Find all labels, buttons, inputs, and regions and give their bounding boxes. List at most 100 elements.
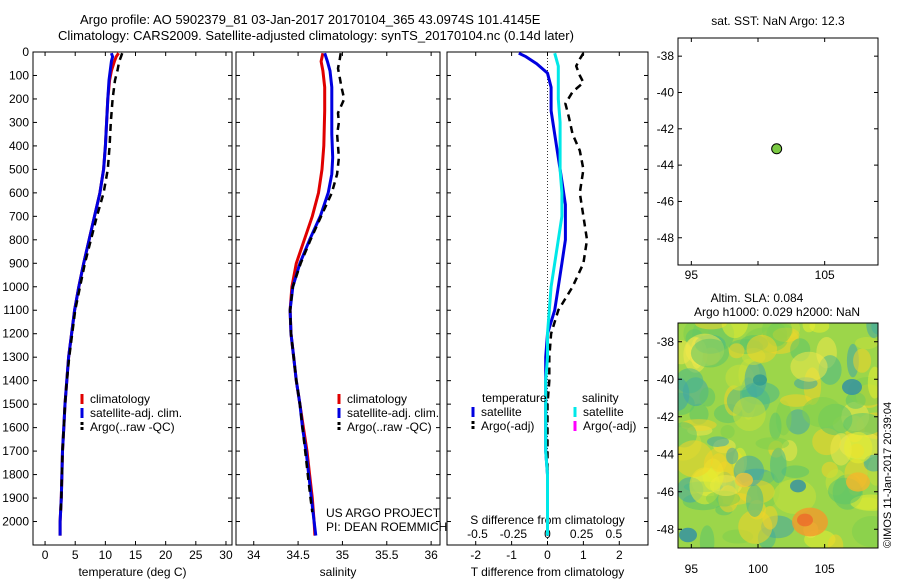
salinity-xtick-label: 35.5 bbox=[375, 548, 399, 562]
salinity-legend-label: satellite-adj. clim. bbox=[347, 406, 439, 420]
sla-map-anomaly-blob bbox=[738, 509, 773, 544]
depth-tick-label: 800 bbox=[9, 233, 29, 247]
depth-tick-label: 200 bbox=[9, 92, 29, 106]
sla-map-anomaly-blob bbox=[851, 516, 878, 547]
sst-map-title: sat. SST: NaN Argo: 12.3 bbox=[711, 14, 845, 28]
sla-map-anomaly-blob bbox=[726, 447, 739, 465]
depth-tick-label: 600 bbox=[9, 186, 29, 200]
sla-map-anomaly-blob bbox=[710, 453, 727, 472]
sla-map-anomaly-blob bbox=[699, 387, 716, 407]
temperature-xtick-label: 25 bbox=[189, 548, 203, 562]
sla-map-anomaly-blob bbox=[855, 337, 878, 350]
difference-xlabel: T difference from climatology bbox=[471, 565, 625, 579]
imos-credit: ©IMOS 11-Jan-2017 20:39:04 bbox=[882, 402, 894, 548]
sst-map-ytick-label: -48 bbox=[657, 231, 675, 245]
sla-map-anomaly-core bbox=[790, 479, 806, 493]
sla-map-anomaly-blob bbox=[769, 412, 782, 440]
temperature-panel: 0 5 10 15 20 25 300100200300400500600700800900… bbox=[2, 45, 233, 579]
salinity-legend-label: climatology bbox=[347, 392, 407, 406]
sla-map-anomaly-blob bbox=[780, 394, 813, 407]
legend-salinity-heading: salinity bbox=[582, 391, 619, 405]
difference-xtick-label: 1 bbox=[580, 548, 587, 562]
difference-top-tick-label: -0.25 bbox=[500, 527, 528, 541]
sla-map-ytick-label: -42 bbox=[657, 410, 675, 424]
sla-map-xtick-label: 95 bbox=[685, 562, 699, 576]
sla-map-frame bbox=[677, 322, 879, 549]
sla-map-anomaly-blob bbox=[827, 534, 844, 548]
sla-map-xtick-label: 100 bbox=[748, 562, 768, 576]
difference-legend-label: Argo(-adj) bbox=[481, 419, 534, 433]
depth-tick-label: 1300 bbox=[2, 350, 29, 364]
sst-map-ytick-label: -44 bbox=[657, 158, 675, 172]
sla-map-anomaly-core bbox=[753, 374, 767, 386]
figure-title-line-1: Argo profile: AO 5902379_81 03-Jan-2017 … bbox=[80, 12, 541, 27]
temperature-xtick-label: 20 bbox=[159, 548, 173, 562]
sst-map-panel: sat. SST: NaN Argo: 12.3 -38 -40 -42 -44 -46 -… bbox=[657, 14, 879, 282]
sla-map-title: Altim. SLA: 0.084 bbox=[711, 291, 804, 305]
sla-map-ytick-label: -44 bbox=[657, 447, 675, 461]
difference-legend-label: Argo(-adj) bbox=[583, 419, 636, 433]
pi-label: PI: DEAN ROEMMICH bbox=[326, 520, 447, 534]
figure-title-line-2: Climatology: CARS2009. Satellite-adjuste… bbox=[58, 28, 574, 43]
temperature-xlabel: temperature (deg C) bbox=[78, 565, 186, 579]
temperature-xtick-label: 0 bbox=[42, 548, 49, 562]
sla-map-anomaly-blob bbox=[866, 323, 878, 339]
sst-map-ytick-label: -40 bbox=[657, 85, 675, 99]
sla-map-anomaly-blob bbox=[694, 323, 727, 330]
difference-xtick-label: -2 bbox=[470, 548, 481, 562]
salinity-xtick-label: 34 bbox=[247, 548, 261, 562]
sla-map-anomaly-core bbox=[679, 527, 697, 543]
difference-top-tick-label: 0.5 bbox=[606, 527, 623, 541]
legend-temperature-heading: temperature bbox=[482, 391, 547, 405]
temperature-series-satellite-adj-clim- bbox=[58, 52, 115, 536]
depth-tick-label: 1500 bbox=[2, 397, 29, 411]
temperature-legend-label: satellite-adj. clim. bbox=[90, 406, 182, 420]
depth-tick-label: 900 bbox=[9, 256, 29, 270]
sla-map-ytick-label: -38 bbox=[657, 335, 675, 349]
sla-map-subtitle: Argo h1000: 0.029 h2000: NaN bbox=[694, 305, 860, 319]
sla-map-ytick-label: -48 bbox=[657, 522, 675, 536]
sst-map-xtick-label: 105 bbox=[815, 268, 835, 282]
temperature-xtick-label: 10 bbox=[99, 548, 113, 562]
difference-series-salinity-satellite bbox=[544, 52, 564, 536]
sla-map-anomaly-blob bbox=[699, 525, 715, 548]
sla-map-anomaly-blob bbox=[746, 334, 778, 363]
sst-map-ytick-label: -46 bbox=[657, 194, 675, 208]
depth-tick-label: 700 bbox=[9, 209, 29, 223]
temperature-legend-label: Argo(..raw -QC) bbox=[90, 420, 175, 434]
sla-map-ytick-label: -46 bbox=[657, 485, 675, 499]
difference-top-tick-label: 0.25 bbox=[570, 527, 594, 541]
sla-map-anomaly-blob bbox=[732, 396, 766, 431]
sla-map-anomaly-blob bbox=[867, 366, 878, 399]
sla-map-anomaly-blob bbox=[678, 377, 690, 411]
depth-tick-label: 100 bbox=[9, 68, 29, 82]
sla-map-anomaly-blob bbox=[720, 425, 735, 439]
temperature-xtick-label: 30 bbox=[219, 548, 233, 562]
salinity-series-argo-raw-qc- bbox=[288, 53, 346, 513]
sla-map-anomaly-blob bbox=[853, 348, 872, 373]
difference-xtick-label: -1 bbox=[506, 548, 517, 562]
depth-tick-label: 500 bbox=[9, 162, 29, 176]
salinity-xlabel: salinity bbox=[320, 565, 357, 579]
sst-map-xtick-label: 95 bbox=[685, 268, 699, 282]
argo-float-marker bbox=[771, 143, 783, 155]
sla-map-anomaly-blob bbox=[802, 323, 816, 333]
difference-xtick-label: 0 bbox=[544, 548, 551, 562]
sla-map-anomaly-blob bbox=[781, 465, 810, 479]
depth-tick-label: 0 bbox=[22, 45, 29, 59]
sla-map-anomaly-blob bbox=[707, 436, 729, 448]
sla-map-anomaly-core bbox=[735, 472, 753, 488]
temperature-xtick-label: 5 bbox=[72, 548, 79, 562]
salinity-xtick-label: 34.5 bbox=[286, 548, 310, 562]
depth-tick-label: 300 bbox=[9, 115, 29, 129]
temperature-series-argo-raw-qc- bbox=[59, 52, 124, 513]
sst-map-ytick-label: -38 bbox=[657, 49, 675, 63]
salinity-panel: 34 34.5 35 35.5 36 salinity climatologysatelli… bbox=[235, 51, 441, 579]
salinity-xtick-label: 35 bbox=[336, 548, 350, 562]
depth-tick-label: 1700 bbox=[2, 444, 29, 458]
difference-legend-label: satellite bbox=[583, 405, 624, 419]
temperature-xtick-label: 15 bbox=[129, 548, 143, 562]
